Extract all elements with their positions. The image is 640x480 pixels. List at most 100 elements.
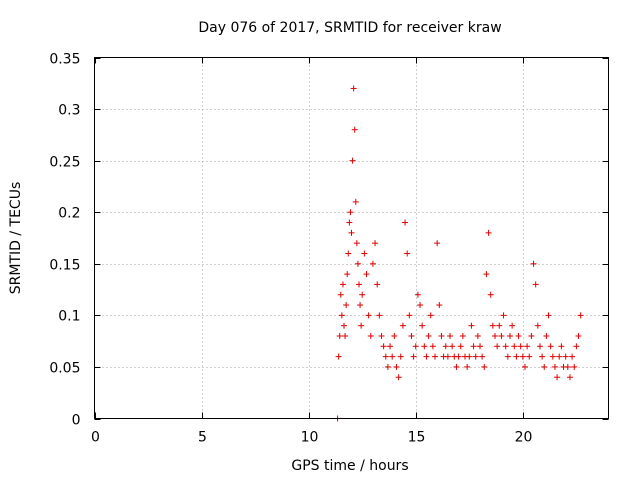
data-point — [504, 353, 511, 360]
data-point — [359, 291, 366, 298]
data-point — [459, 332, 466, 339]
data-point — [536, 343, 543, 350]
x-tick-label: 20 — [515, 430, 533, 446]
data-point — [353, 240, 360, 247]
data-point — [438, 332, 445, 339]
x-tick-label: 5 — [198, 430, 207, 446]
data-point — [414, 291, 421, 298]
data-point — [494, 343, 501, 350]
data-point — [477, 343, 483, 350]
data-point — [453, 363, 460, 370]
data-point — [532, 281, 539, 288]
data-point — [509, 322, 516, 329]
data-point — [534, 322, 541, 329]
data-point — [350, 85, 357, 92]
data-point — [449, 343, 456, 350]
y-tick-label: 0.25 — [49, 155, 80, 171]
data-point — [406, 312, 413, 319]
data-point — [436, 302, 443, 309]
data-point — [335, 353, 342, 360]
data-point — [447, 332, 454, 339]
data-point — [355, 281, 362, 288]
data-point — [372, 240, 379, 247]
data-point — [562, 353, 569, 360]
data-point — [342, 332, 349, 339]
grid-lines — [94, 57, 609, 419]
data-point — [481, 363, 488, 370]
data-point — [521, 363, 528, 370]
data-point — [367, 332, 374, 339]
data-point — [412, 343, 419, 350]
data-point — [429, 343, 436, 350]
data-point — [530, 260, 537, 267]
data-point — [338, 312, 345, 319]
data-point — [545, 312, 552, 319]
data-point — [519, 353, 526, 360]
data-point — [397, 353, 404, 360]
data-point — [425, 332, 432, 339]
y-tick-label: 0 — [72, 413, 81, 429]
data-point — [419, 322, 426, 329]
data-point — [410, 353, 417, 360]
data-point — [474, 332, 481, 339]
data-point — [358, 322, 365, 329]
data-point — [357, 302, 364, 309]
y-tick-label: 0.35 — [49, 52, 80, 68]
data-point — [470, 343, 477, 350]
data-point — [349, 157, 356, 164]
x-tick-label: 15 — [408, 430, 426, 446]
chart-title: Day 076 of 2017, SRMTID for receiver kra… — [198, 20, 501, 36]
data-point — [347, 209, 354, 216]
data-point — [485, 229, 492, 236]
data-point — [337, 291, 344, 298]
data-point — [387, 343, 394, 350]
data-point — [466, 353, 473, 360]
data-point — [369, 260, 376, 267]
data-point — [380, 343, 387, 350]
data-point — [513, 353, 520, 360]
data-point — [399, 322, 406, 329]
data-point — [348, 229, 355, 236]
data-point — [566, 374, 573, 381]
x-tick-label: 0 — [91, 430, 100, 446]
y-tick-label: 0.1 — [58, 309, 80, 325]
data-point — [506, 332, 513, 339]
data-point — [487, 291, 494, 298]
data-point — [575, 332, 582, 339]
data-point — [391, 332, 398, 339]
data-point — [365, 312, 372, 319]
data-point — [427, 312, 434, 319]
data-point — [393, 363, 400, 370]
data-point — [528, 332, 535, 339]
data-point — [455, 353, 462, 360]
data-point — [421, 343, 428, 350]
data-point — [489, 322, 496, 329]
data-point — [549, 353, 556, 360]
data-point — [434, 240, 441, 247]
data-point — [468, 322, 475, 329]
data-point — [558, 343, 565, 350]
data-point — [511, 343, 518, 350]
x-axis-label: GPS time / hours — [291, 458, 408, 474]
data-point — [524, 343, 531, 350]
data-point — [378, 332, 385, 339]
data-point — [343, 302, 350, 309]
data-point — [374, 281, 381, 288]
data-point — [341, 322, 348, 329]
data-point — [551, 363, 558, 370]
axis-ticks: 0 5 10 15 20 0 0.05 0.1 0.15 0.2 0.25 0.3 0.35 — [49, 52, 609, 446]
data-point — [351, 126, 358, 133]
y-tick-label: 0.05 — [49, 361, 80, 377]
data-point — [554, 374, 561, 381]
data-point — [515, 332, 522, 339]
data-point — [423, 353, 430, 360]
data-point — [464, 363, 471, 370]
data-point — [361, 250, 368, 257]
data-point — [500, 312, 507, 319]
y-tick-label: 0.15 — [49, 258, 80, 274]
data-point — [402, 219, 409, 226]
data-point — [404, 250, 411, 257]
data-point — [541, 363, 548, 370]
x-tick-label: 10 — [301, 430, 319, 446]
